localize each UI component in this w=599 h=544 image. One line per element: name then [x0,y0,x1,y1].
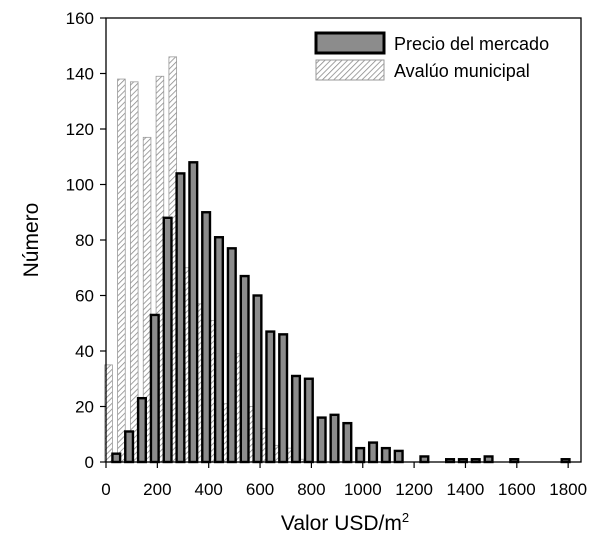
y-tick-label: 80 [75,231,94,250]
x-tick-label: 400 [195,480,223,499]
bar-precio [316,416,327,464]
bar-precio [111,452,122,464]
bar-precio [303,377,314,464]
legend-label-avaluo: Avalúo municipal [394,61,530,81]
bar-precio [226,247,237,464]
x-axis-title-superscript: 2 [402,510,409,525]
bar-precio [162,216,173,464]
bar-avaluo [117,78,126,463]
x-tick-label: 200 [143,480,171,499]
y-tick-label: 120 [66,120,94,139]
bar-precio [355,446,366,464]
x-tick-label: 1400 [447,480,485,499]
x-axis: 0 200 400 600 800 1000 1200 1400 1600 1800 [101,462,587,499]
y-axis-title: Número [20,203,43,278]
y-tick-label: 100 [66,176,94,195]
bar-precio [342,421,353,464]
mercado-bars [111,161,571,464]
y-tick-label: 140 [66,65,94,84]
bar-precio [290,374,302,464]
bar-precio [213,236,225,464]
y-tick-label: 20 [75,398,94,417]
y-tick-label: 40 [75,342,94,361]
x-tick-label: 600 [246,480,274,499]
bar-precio [265,330,276,464]
bar-precio [175,172,186,464]
bar-precio [419,455,430,464]
bar-precio [367,441,379,464]
bar-precio [252,294,263,464]
bar-precio [393,449,404,464]
x-tick-label: 1000 [344,480,382,499]
legend: Precio del mercado Avalúo municipal [314,31,549,81]
bar-precio [483,455,494,464]
bar-precio [239,274,250,464]
bar-precio [380,446,391,464]
bar-precio [149,313,160,464]
y-tick-label: 60 [75,287,94,306]
x-tick-label: 1200 [395,480,433,499]
bar-precio [188,161,199,464]
y-tick-label: 0 [85,453,94,472]
bar-precio [124,430,135,464]
y-tick-label: 160 [66,9,94,28]
legend-label-precio: Precio del mercado [394,34,549,54]
bar-precio [201,211,212,464]
y-axis: 0 20 40 60 80 100 120 140 160 [66,9,106,472]
x-tick-label: 0 [101,480,110,499]
x-tick-label: 1800 [549,480,587,499]
x-tick-label: 1600 [498,480,536,499]
x-tick-label: 800 [297,480,325,499]
x-axis-title-text: Valor USD/m [281,512,402,535]
bar-precio [329,413,340,464]
bar-precio [136,396,147,464]
legend-swatch-precio [314,31,386,55]
bar-precio [278,333,289,464]
x-axis-title: Valor USD/m2 [281,510,409,535]
legend-swatch-avaluo [315,59,385,81]
